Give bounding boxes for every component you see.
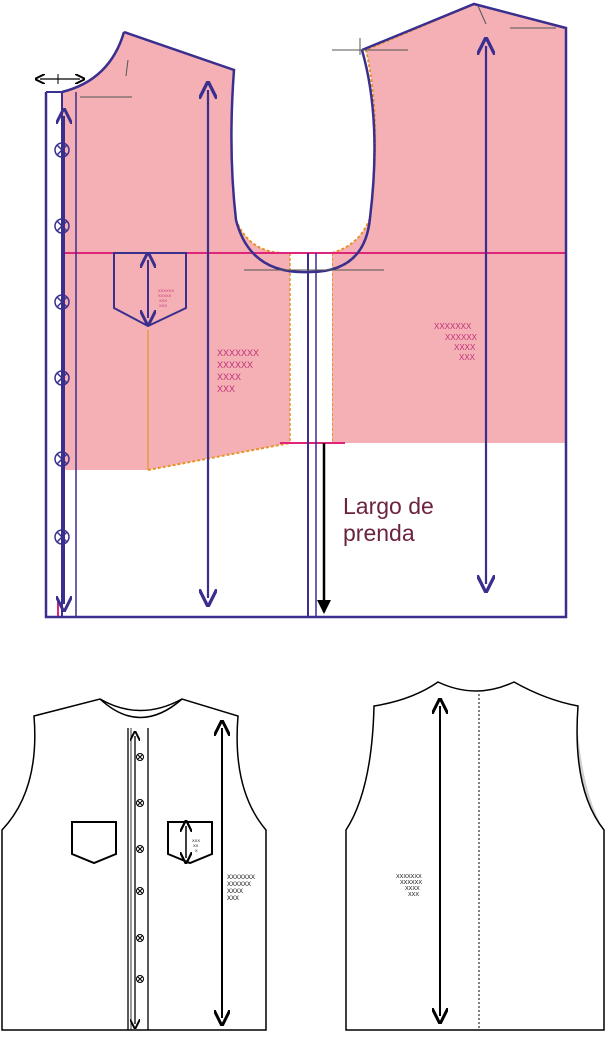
- front-view-grain-text: XXXXXXX XXXXXX XXXX XXX: [227, 875, 255, 902]
- pocket-grain-text: XXXXXX XXXXX XXX XXX: [158, 288, 174, 308]
- back-view-grain-line: XXXXXXX: [396, 874, 422, 880]
- front-grain-text: XXXXXXX XXXXXX XXXX XXX: [217, 348, 259, 394]
- pocket-grain-line: XXX: [159, 303, 167, 308]
- front-view-pocket-line: XX: [193, 843, 199, 848]
- back-piece-fill: [332, 4, 566, 443]
- front-pocket-right: [167, 821, 213, 865]
- pocket-grain-line: XXXXXX: [158, 288, 174, 293]
- length-arrow-head: [317, 600, 331, 614]
- front-view-buttons: [136, 753, 144, 983]
- back-view-grain-line: XXX: [408, 892, 419, 898]
- front-view-pocket-line: XXX: [192, 838, 200, 843]
- back-grain-line: XXX: [459, 353, 476, 362]
- back-grain-line: XXXXXX: [445, 333, 478, 342]
- front-outline: [44, 2, 568, 619]
- front-view-pocket-text: XXX XX X: [192, 838, 200, 853]
- pattern-pocket: [113, 252, 187, 328]
- length-label-line1: Largo de: [343, 493, 434, 519]
- front-view-pocket-line: X: [195, 848, 198, 853]
- back-vest-view: XXXXXXX XXXXXX XXXX XXX: [345, 681, 605, 1031]
- back-grain-line: XXXX: [454, 343, 476, 352]
- back-view-grain-line: XXXXXX: [400, 880, 422, 886]
- front-neck-curve: [99, 698, 183, 719]
- back-view-grain-text: XXXXXXX XXXXXX XXXX XXX: [396, 874, 422, 898]
- front-grain-line: XXXX: [217, 372, 241, 382]
- front-view-grain-line: XXXXXXX: [227, 875, 255, 881]
- front-piece-fill: [62, 32, 290, 470]
- pocket-grain-line: XXXXX: [158, 293, 172, 298]
- front-grain-line: XXXXXXX: [217, 348, 259, 358]
- front-grain-line: XXX: [217, 384, 235, 394]
- back-vest-outline: [345, 681, 605, 1031]
- back-view-grain-line: XXXX: [405, 886, 420, 892]
- front-vest-outline: [1, 698, 267, 1031]
- pocket-grain-line: XXX: [159, 298, 167, 303]
- front-view-grain-line: XXXXXX: [227, 882, 251, 888]
- center-gap: [290, 253, 332, 443]
- back-grain-text: XXXXXXX XXXXXX XXXX XXX: [434, 322, 478, 362]
- back-grain-line: XXXXXXX: [434, 322, 472, 331]
- front-grain-line: XXXXXX: [217, 360, 253, 370]
- front-pocket-left: [71, 821, 117, 865]
- length-label-line2: prenda: [343, 520, 415, 546]
- front-view-grain-line: XXX: [227, 896, 239, 902]
- front-vest-view: XXXXXXX XXXXXX XXXX XXX XXX XX X: [1, 698, 267, 1031]
- front-view-grain-line: XXXX: [227, 889, 243, 895]
- construction-ticks: [80, 5, 556, 271]
